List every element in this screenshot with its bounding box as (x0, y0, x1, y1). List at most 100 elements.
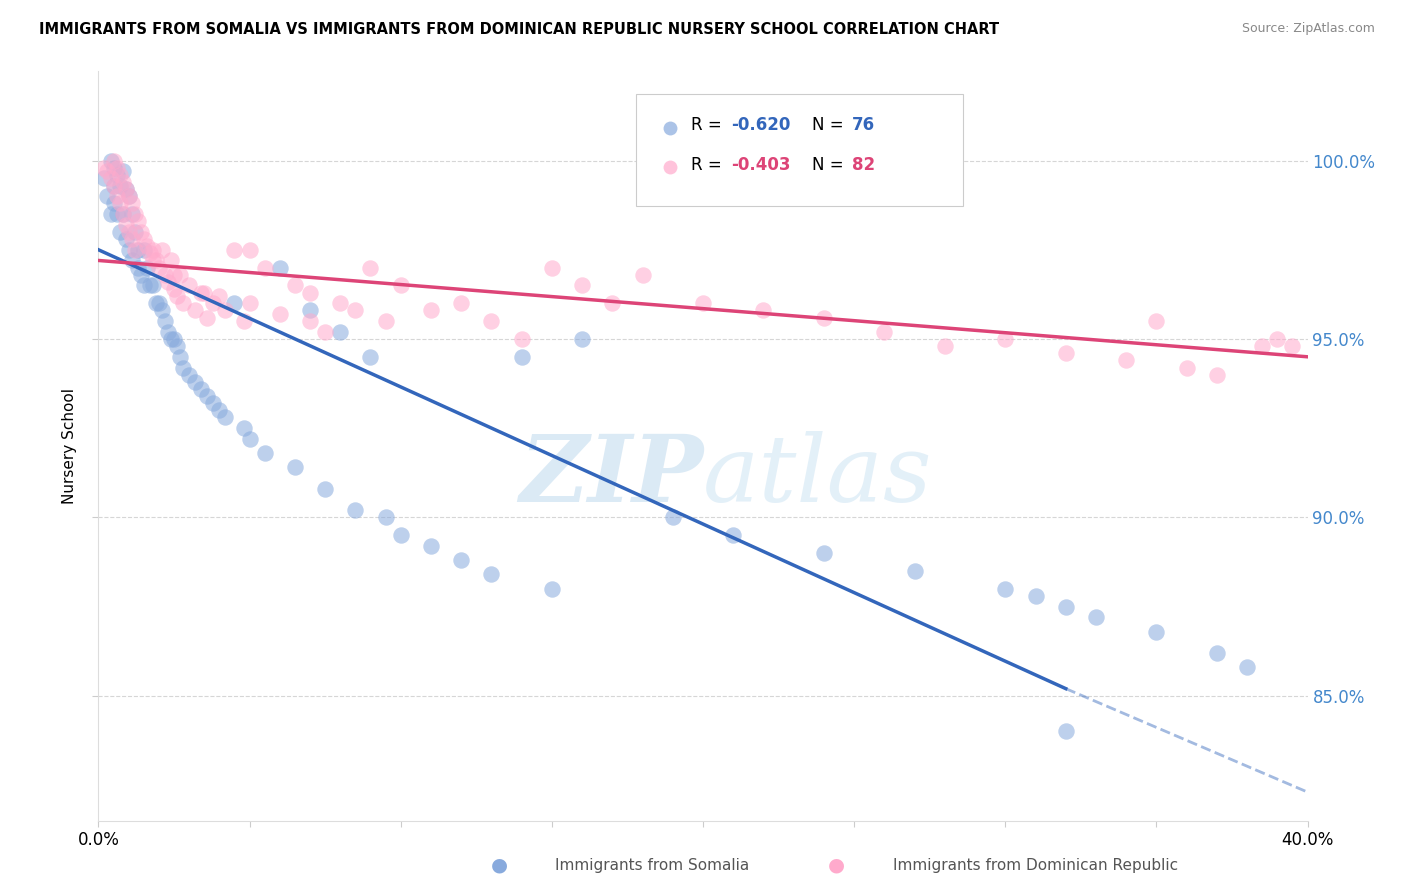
Point (96, 189, 118, 203)
Point (1054, 724, 1077, 739)
Point (156, 325, 179, 339)
Point (1206, 368, 1229, 382)
Point (145, 253, 167, 268)
Point (179, 278, 201, 293)
Point (481, 314, 503, 328)
Point (1267, 332, 1289, 346)
Point (314, 325, 336, 339)
Point (108, 178, 131, 193)
Point (389, 528, 412, 542)
Point (114, 182, 136, 196)
Point (121, 207, 143, 221)
Point (602, 296, 624, 310)
Point (904, 564, 927, 578)
Point (329, 296, 352, 310)
FancyBboxPatch shape (637, 94, 963, 206)
Point (108, 196, 131, 211)
Point (127, 243, 149, 257)
Point (571, 332, 593, 346)
Text: R =: R = (690, 116, 727, 135)
Point (169, 268, 191, 282)
Point (510, 350, 533, 364)
Text: -0.403: -0.403 (731, 156, 790, 174)
Point (510, 332, 533, 346)
Point (135, 260, 157, 275)
Point (269, 260, 291, 275)
Point (934, 339, 956, 353)
Point (723, 528, 745, 542)
Point (111, 175, 134, 189)
Point (100, 171, 122, 186)
Point (420, 539, 443, 553)
Point (127, 214, 149, 228)
Point (299, 314, 322, 328)
Point (160, 332, 183, 346)
Point (374, 510, 396, 524)
Point (1085, 610, 1108, 624)
Text: N =: N = (811, 116, 849, 135)
Point (299, 285, 322, 300)
Point (150, 243, 173, 257)
Text: ZIP: ZIP (519, 431, 703, 521)
Point (172, 296, 194, 310)
Point (142, 253, 165, 268)
Point (360, 260, 382, 275)
Point (284, 460, 307, 475)
Point (118, 189, 141, 203)
Point (389, 278, 412, 293)
Point (631, 268, 654, 282)
Point (1115, 353, 1137, 368)
Point (1206, 646, 1229, 660)
Point (344, 503, 367, 517)
Point (139, 246, 162, 260)
Point (571, 278, 593, 293)
Point (153, 268, 176, 282)
Text: Source: ZipAtlas.com: Source: ZipAtlas.com (1241, 22, 1375, 36)
Point (232, 314, 254, 328)
Point (163, 268, 186, 282)
Point (121, 232, 143, 246)
Point (253, 446, 276, 460)
Point (118, 225, 141, 239)
Text: IMMIGRANTS FROM SOMALIA VS IMMIGRANTS FROM DOMINICAN REPUBLIC NURSERY SCHOOL COR: IMMIGRANTS FROM SOMALIA VS IMMIGRANTS FR… (39, 22, 1000, 37)
Point (105, 189, 128, 203)
Point (208, 289, 231, 303)
Point (239, 243, 262, 257)
Point (873, 325, 896, 339)
Point (108, 168, 131, 182)
Point (284, 278, 307, 293)
Point (103, 161, 125, 175)
Point (163, 282, 186, 296)
Point (111, 207, 134, 221)
Point (156, 275, 179, 289)
Point (166, 339, 188, 353)
Point (105, 207, 128, 221)
Point (1024, 589, 1046, 603)
Point (224, 296, 246, 310)
Point (224, 243, 246, 257)
Point (129, 225, 152, 239)
Point (813, 546, 835, 560)
Point (100, 153, 122, 168)
Point (163, 332, 186, 346)
Point (150, 303, 173, 318)
Point (813, 310, 835, 325)
Point (153, 314, 176, 328)
Point (105, 168, 128, 182)
Point (329, 325, 352, 339)
Point (114, 218, 136, 232)
Point (103, 178, 125, 193)
Y-axis label: Nursery School: Nursery School (62, 388, 77, 504)
Point (202, 396, 225, 410)
Point (124, 225, 146, 239)
Point (132, 278, 155, 293)
Point (160, 253, 183, 268)
Text: atlas: atlas (703, 431, 932, 521)
Point (1144, 314, 1167, 328)
Point (145, 296, 167, 310)
Point (1144, 624, 1167, 639)
Point (752, 303, 775, 318)
Point (193, 285, 215, 300)
Point (269, 307, 291, 321)
Point (239, 296, 262, 310)
